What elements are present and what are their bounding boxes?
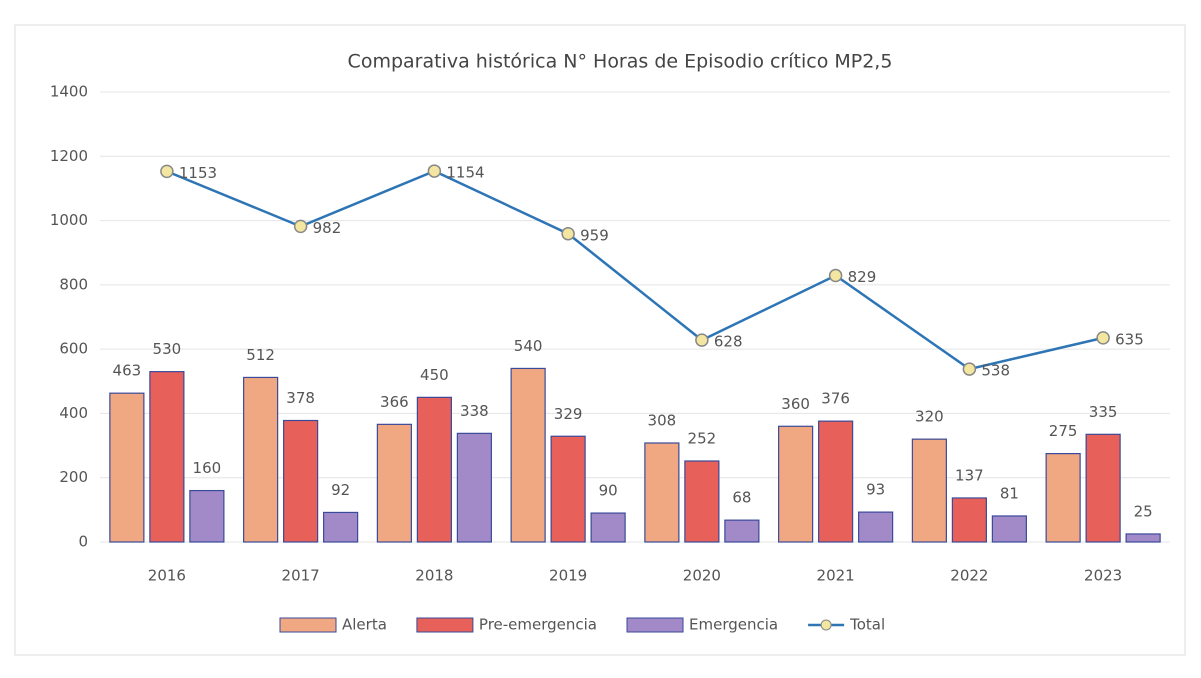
marker bbox=[1096, 331, 1110, 345]
data-label: 530 bbox=[153, 340, 182, 358]
marker bbox=[828, 268, 843, 283]
x-tick-label: 2018 bbox=[415, 567, 453, 585]
data-label: 538 bbox=[981, 362, 1010, 380]
data-label: 959 bbox=[580, 226, 609, 244]
chart-frame bbox=[14, 24, 1186, 656]
data-label: 450 bbox=[420, 366, 449, 384]
marker bbox=[561, 227, 575, 241]
bar bbox=[456, 432, 492, 543]
data-label: 90 bbox=[599, 482, 618, 500]
data-label: 1154 bbox=[446, 164, 484, 182]
data-label: 320 bbox=[915, 408, 944, 426]
bar bbox=[243, 376, 279, 543]
legend-label: Total bbox=[849, 616, 885, 634]
x-tick-label: 2016 bbox=[148, 567, 186, 585]
legend-swatch bbox=[626, 617, 684, 633]
bar bbox=[1125, 533, 1161, 543]
x-tick-label: 2019 bbox=[549, 567, 587, 585]
data-label: 635 bbox=[1115, 330, 1144, 348]
data-label: 982 bbox=[313, 219, 342, 237]
data-label: 540 bbox=[514, 337, 543, 355]
bar bbox=[951, 497, 987, 543]
bar bbox=[323, 511, 359, 543]
data-label: 335 bbox=[1089, 403, 1118, 421]
chart-title: Comparativa histórica N° Horas de Episod… bbox=[348, 51, 893, 73]
y-tick-label: 600 bbox=[59, 340, 88, 358]
legend-marker bbox=[820, 619, 832, 631]
bar bbox=[1045, 453, 1081, 543]
x-tick-label: 2020 bbox=[683, 567, 721, 585]
data-label: 93 bbox=[866, 481, 885, 499]
y-tick-label: 1200 bbox=[50, 147, 88, 165]
data-label: 463 bbox=[113, 362, 142, 380]
data-label: 628 bbox=[714, 333, 743, 351]
x-tick-label: 2021 bbox=[817, 567, 855, 585]
y-tick-label: 200 bbox=[59, 468, 88, 486]
y-tick-label: 1000 bbox=[50, 211, 88, 229]
data-label: 338 bbox=[460, 402, 489, 420]
marker bbox=[962, 362, 977, 376]
bar bbox=[590, 512, 626, 543]
bar bbox=[283, 419, 319, 543]
bar bbox=[724, 519, 760, 543]
data-label: 252 bbox=[688, 430, 717, 448]
bar bbox=[644, 442, 680, 543]
data-label: 376 bbox=[821, 390, 850, 408]
bar bbox=[858, 511, 894, 543]
legend-label: Pre-emergencia bbox=[479, 616, 597, 634]
data-label: 81 bbox=[1000, 484, 1019, 502]
data-label: 25 bbox=[1134, 502, 1153, 520]
data-label: 308 bbox=[648, 412, 677, 430]
bar bbox=[1085, 433, 1121, 543]
x-tick-label: 2022 bbox=[950, 567, 988, 585]
data-label: 829 bbox=[848, 268, 877, 286]
data-label: 378 bbox=[286, 389, 315, 407]
bar bbox=[149, 371, 185, 543]
legend-swatch bbox=[416, 617, 474, 633]
bar bbox=[778, 425, 814, 543]
x-tick-label: 2017 bbox=[282, 567, 320, 585]
bar bbox=[818, 420, 854, 543]
data-label: 512 bbox=[246, 346, 275, 364]
x-tick-label: 2023 bbox=[1084, 567, 1122, 585]
bar bbox=[510, 367, 546, 543]
legend-swatch bbox=[279, 617, 337, 633]
bar bbox=[684, 460, 720, 543]
y-tick-label: 800 bbox=[59, 275, 88, 293]
marker bbox=[160, 164, 174, 179]
y-tick-label: 1400 bbox=[50, 83, 88, 101]
data-label: 360 bbox=[781, 395, 810, 413]
bar bbox=[416, 396, 452, 543]
marker bbox=[427, 164, 442, 178]
bar bbox=[109, 392, 145, 543]
line bbox=[166, 169, 1104, 371]
data-label: 1153 bbox=[179, 164, 217, 182]
y-tick-label: 400 bbox=[59, 404, 88, 422]
bar bbox=[550, 435, 586, 543]
data-label: 160 bbox=[193, 459, 222, 477]
data-label: 329 bbox=[554, 405, 583, 423]
y-tick-label: 0 bbox=[78, 533, 88, 551]
bar bbox=[991, 515, 1027, 543]
bar bbox=[376, 423, 412, 543]
legend-label: Emergencia bbox=[689, 616, 778, 634]
data-label: 137 bbox=[955, 466, 984, 484]
bar bbox=[911, 438, 947, 543]
data-label: 92 bbox=[331, 481, 350, 499]
data-label: 275 bbox=[1049, 422, 1078, 440]
data-label: 366 bbox=[380, 393, 409, 411]
marker bbox=[293, 219, 308, 234]
bar bbox=[189, 489, 225, 543]
marker bbox=[695, 333, 709, 347]
data-label: 68 bbox=[732, 489, 751, 507]
legend-label: Alerta bbox=[342, 616, 387, 634]
